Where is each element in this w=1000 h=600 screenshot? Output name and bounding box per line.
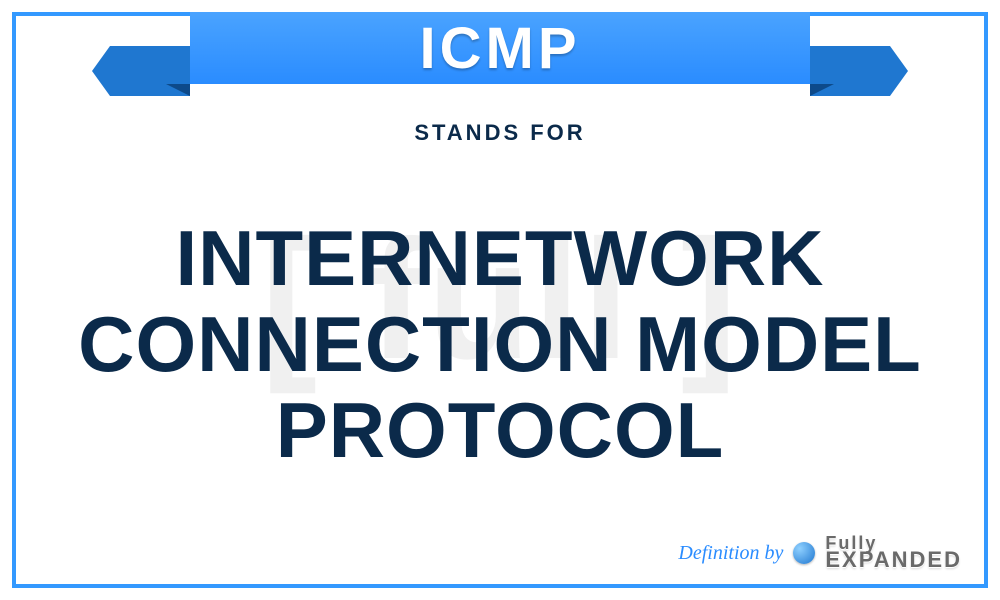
ribbon-fold-right: [810, 84, 834, 96]
stands-for-label: STANDS FOR: [16, 120, 984, 146]
ribbon-main: ICMP: [190, 12, 810, 84]
title-ribbon: ICMP: [110, 12, 890, 108]
ribbon-fold-left: [166, 84, 190, 96]
credit-block: Definition by Fully EXPANDED: [678, 536, 962, 570]
credit-label: Definition by: [678, 542, 783, 565]
definition-text: INTERNETWORK CONNECTION MODEL PROTOCOL: [56, 216, 944, 473]
acronym-text: ICMP: [420, 15, 581, 82]
credit-brand-line2: EXPANDED: [825, 551, 962, 570]
globe-icon: [793, 542, 815, 564]
bordered-frame: [ full ] ICMP STANDS FOR INTERNETWORK CO…: [12, 12, 988, 588]
credit-brand: Fully EXPANDED: [825, 536, 962, 570]
